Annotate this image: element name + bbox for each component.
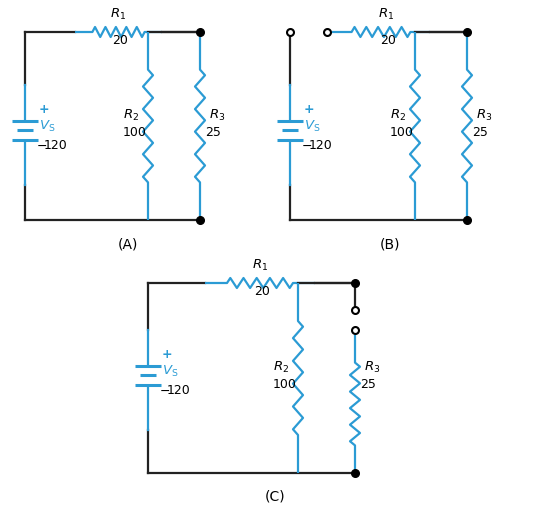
Text: 120: 120 xyxy=(309,139,333,152)
Text: 100: 100 xyxy=(123,126,147,139)
Text: $R_3$: $R_3$ xyxy=(209,108,225,123)
Text: $R_3$: $R_3$ xyxy=(364,360,380,375)
Text: (B): (B) xyxy=(380,237,400,251)
Text: 25: 25 xyxy=(205,126,221,139)
Text: $-$: $-$ xyxy=(301,139,312,152)
Text: 25: 25 xyxy=(472,126,488,139)
Text: $-$: $-$ xyxy=(159,384,170,397)
Text: $R_2$: $R_2$ xyxy=(273,360,289,375)
Text: $R_2$: $R_2$ xyxy=(123,108,139,123)
Text: $-$: $-$ xyxy=(36,139,47,152)
Text: $V_{\rm S}$: $V_{\rm S}$ xyxy=(39,119,55,134)
Text: +: + xyxy=(39,103,49,116)
Text: 20: 20 xyxy=(380,34,396,47)
Text: 20: 20 xyxy=(113,34,128,47)
Text: $R_2$: $R_2$ xyxy=(390,108,406,123)
Text: $R_3$: $R_3$ xyxy=(476,108,492,123)
Text: $R_1$: $R_1$ xyxy=(252,258,268,273)
Text: $R_1$: $R_1$ xyxy=(378,7,395,22)
Text: +: + xyxy=(304,103,315,116)
Text: $R_1$: $R_1$ xyxy=(110,7,127,22)
Text: 25: 25 xyxy=(360,378,376,391)
Text: (A): (A) xyxy=(117,237,138,251)
Text: (C): (C) xyxy=(265,489,285,503)
Text: $V_{\rm S}$: $V_{\rm S}$ xyxy=(162,364,178,379)
Text: $V_{\rm S}$: $V_{\rm S}$ xyxy=(304,119,321,134)
Text: 120: 120 xyxy=(44,139,68,152)
Text: 100: 100 xyxy=(390,126,414,139)
Text: +: + xyxy=(162,348,172,361)
Text: 100: 100 xyxy=(273,378,297,391)
Text: 20: 20 xyxy=(254,285,270,298)
Text: 120: 120 xyxy=(167,384,191,397)
